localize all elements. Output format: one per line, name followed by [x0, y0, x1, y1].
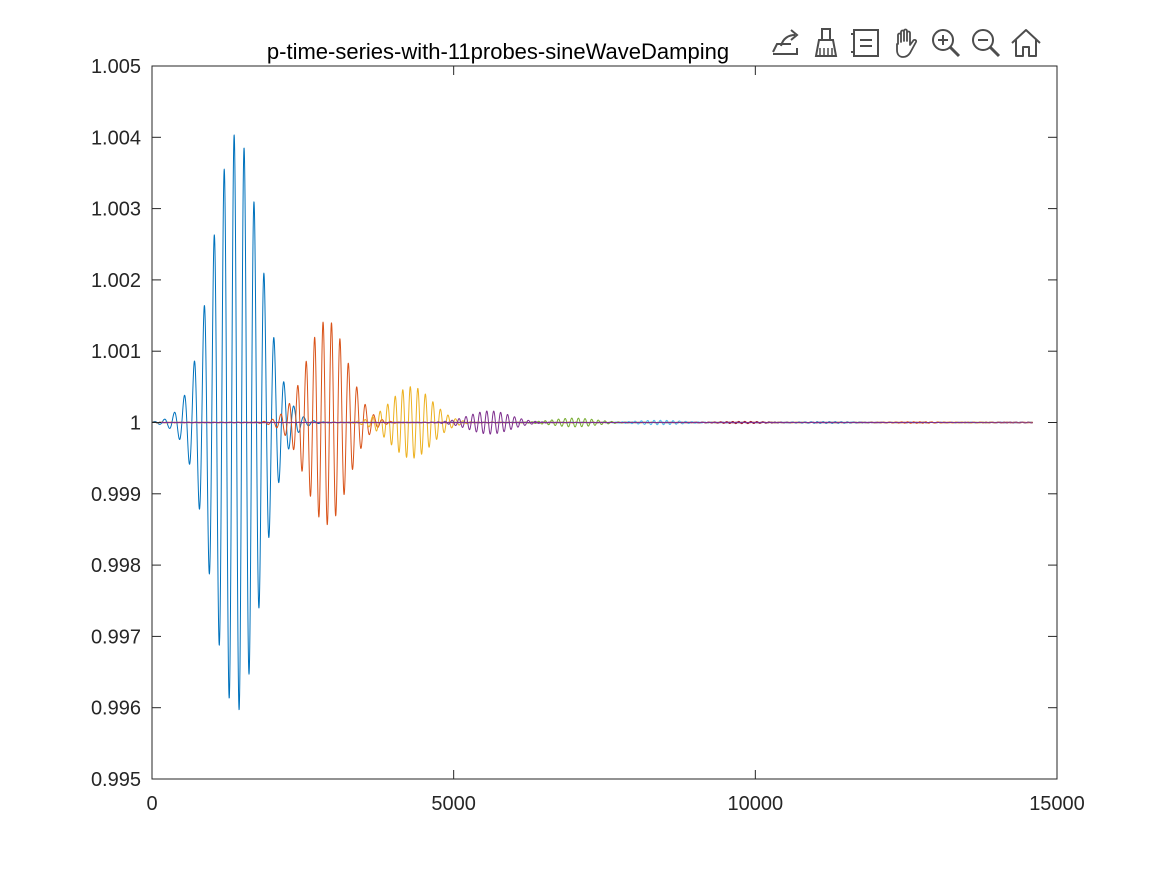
- pan-icon: [896, 28, 918, 58]
- y-tick-label: 1.004: [91, 127, 141, 149]
- x-tick-label: 10000: [728, 793, 784, 815]
- series-layer: [151, 134, 1034, 711]
- y-tick-label: 1.002: [91, 270, 141, 292]
- x-tick-label: 0: [146, 793, 157, 815]
- y-tick-label: 1.003: [91, 199, 141, 221]
- zoom-out-button[interactable]: [966, 23, 1006, 63]
- home-icon: [1011, 29, 1041, 57]
- y-tick-label: 0.998: [91, 555, 141, 577]
- y-tick-label: 1: [130, 413, 141, 435]
- home-button[interactable]: [1006, 23, 1046, 63]
- export-button[interactable]: [766, 23, 806, 63]
- legend-button[interactable]: [846, 23, 886, 63]
- y-tick-label: 1.001: [91, 341, 141, 363]
- zoom-out-icon: [972, 29, 1001, 58]
- y-tick-label: 0.995: [91, 769, 141, 791]
- x-tick-label: 5000: [431, 793, 476, 815]
- series-line-11: [151, 421, 1034, 424]
- axes-toolbar: [766, 22, 1046, 64]
- brush-button[interactable]: [806, 23, 846, 63]
- y-tick-label: 0.997: [91, 626, 141, 648]
- y-tick-label: 0.996: [91, 698, 141, 720]
- zoom-in-icon: [932, 29, 961, 58]
- pan-button[interactable]: [886, 23, 926, 63]
- zoom-in-button[interactable]: [926, 23, 966, 63]
- legend-icon: [851, 29, 879, 57]
- x-tick-label: 15000: [1029, 793, 1085, 815]
- labels-layer: 0 5000 10000 15000 0.995 0.996 0.997 0.998 0.999…: [91, 56, 1085, 815]
- brush-icon: [814, 28, 838, 57]
- export-icon: [772, 29, 799, 55]
- axes-box: [151, 65, 1058, 780]
- y-tick-label: 0.999: [91, 484, 141, 506]
- y-tick-label: 1.005: [91, 56, 141, 78]
- chart-title: p-time-series-with-11probes-sineWaveDamp…: [267, 39, 729, 64]
